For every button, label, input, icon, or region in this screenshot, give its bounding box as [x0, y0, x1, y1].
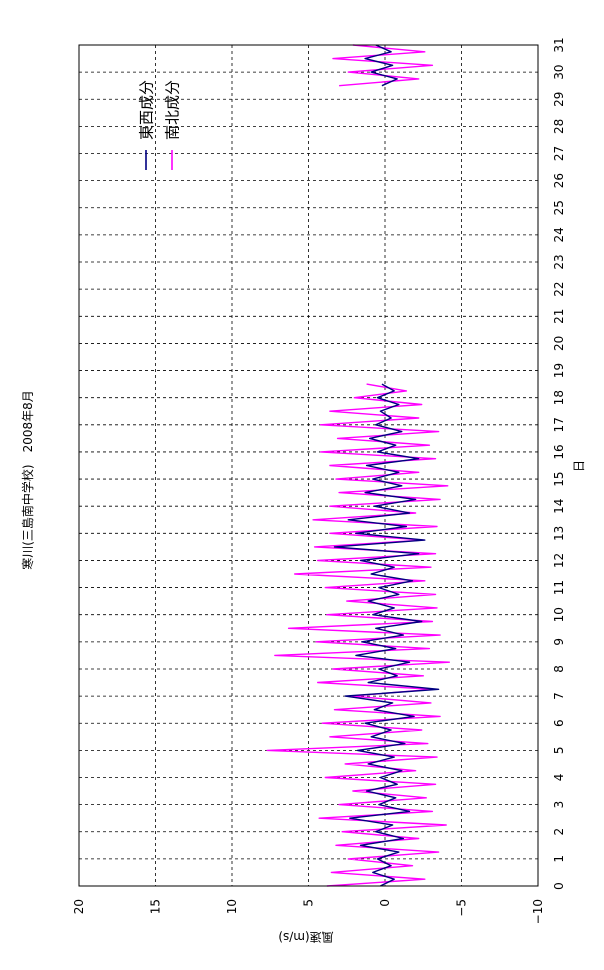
plot-area-border [78, 44, 539, 887]
series-line-north-south-segment-0 [266, 383, 450, 887]
x-tick-label-19: 19 [552, 363, 566, 378]
x-tick-label-12: 12 [552, 553, 566, 568]
y-axis-label: 風速(m/s) [278, 930, 333, 944]
x-tick-label-10: 10 [552, 607, 566, 622]
series-lines [266, 44, 450, 887]
x-tick-label-27: 27 [552, 146, 566, 161]
x-tick-label-26: 26 [552, 173, 566, 188]
x-tick-label-3: 3 [552, 801, 566, 809]
x-tick-label-7: 7 [552, 692, 566, 700]
x-tick-label-25: 25 [552, 200, 566, 215]
x-tick-label-1: 1 [552, 855, 566, 863]
series-line-east-west-segment-1 [364, 44, 398, 87]
x-tick-label-18: 18 [552, 390, 566, 405]
x-tick-label-23: 23 [552, 254, 566, 269]
x-tick-label-6: 6 [552, 719, 566, 727]
y-tick-label-0: 0 [378, 899, 392, 907]
y-tick-label-15: 15 [149, 899, 163, 914]
x-tick-label-31: 31 [552, 37, 566, 52]
legend-label-0: 東西成分 [137, 80, 155, 140]
y-tick-label-20: 20 [72, 899, 86, 914]
x-tick-label-22: 22 [552, 282, 566, 297]
tick-labels: 0123456789101112131415161718192021222324… [72, 37, 566, 924]
x-tick-label-0: 0 [552, 882, 566, 890]
x-tick-label-2: 2 [552, 828, 566, 836]
x-tick-label-16: 16 [552, 444, 566, 459]
x-tick-label-17: 17 [552, 417, 566, 432]
y-tick-label-10: 10 [225, 899, 239, 914]
series-line-north-south-segment-1 [332, 44, 434, 87]
y-tick-label--10: −10 [531, 899, 545, 924]
x-tick-label-29: 29 [552, 92, 566, 107]
x-tick-label-21: 21 [552, 309, 566, 324]
y-tick-label-5: 5 [302, 899, 316, 907]
series-line-east-west-segment-0 [333, 383, 440, 887]
x-tick-label-9: 9 [552, 638, 566, 646]
x-tick-label-24: 24 [552, 227, 566, 242]
x-tick-label-4: 4 [552, 774, 566, 782]
x-tick-label-13: 13 [552, 526, 566, 541]
y-tick-label--5: −5 [455, 899, 469, 917]
x-axis-label: 日 [572, 460, 586, 472]
x-tick-label-5: 5 [552, 747, 566, 755]
x-tick-label-30: 30 [552, 64, 566, 79]
x-tick-label-28: 28 [552, 119, 566, 134]
grid-lines [79, 45, 538, 886]
x-tick-label-11: 11 [552, 580, 566, 595]
x-tick-label-15: 15 [552, 471, 566, 486]
x-tick-label-8: 8 [552, 665, 566, 673]
x-tick-label-20: 20 [552, 336, 566, 351]
chart-title: 寒川(三島南中学校) 2008年8月 [20, 390, 35, 570]
x-tick-label-14: 14 [552, 499, 566, 514]
legend-label-1: 南北成分 [163, 80, 181, 140]
legend: 東西成分 南北成分 [137, 80, 181, 170]
